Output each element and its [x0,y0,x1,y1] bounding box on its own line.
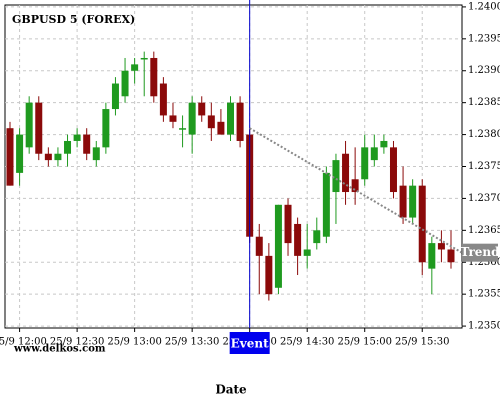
candle-body [169,115,177,122]
x-tick-label: 25/9 13:00 [107,337,161,348]
event-label: Event [231,337,269,351]
candle-body [447,249,455,263]
candle-body [322,172,330,237]
event-box [229,332,270,354]
candle-body [16,134,24,173]
trend-box [462,243,498,262]
candle-body [380,140,388,148]
candle-body [361,147,369,180]
y-tick-label: 1.2350 [468,321,500,332]
candle-body [370,147,378,161]
y-tick-label: 1.2395 [468,33,500,44]
candle-body [92,147,100,161]
candle-body [399,185,407,218]
candle-body [44,153,52,161]
candle-body [227,102,234,135]
y-tick-label: 1.2370 [468,193,500,204]
candle-body [179,128,187,130]
y-tick-label: 1.2390 [468,65,500,76]
x-tick-label: 25/9 15:30 [395,337,449,348]
x-tick-label: 25/9 15:00 [337,337,391,348]
candle-body [188,102,196,135]
x-tick-label: 25/9 12:00 [0,337,47,348]
x-tick-label: 25/9 12:30 [50,337,104,348]
candle-body [140,57,148,60]
candle-body [313,230,321,244]
y-tick-label: 1.2355 [468,289,500,300]
candle-body [303,249,311,256]
candle-body [121,70,129,97]
candle-body [389,147,397,193]
watermark: www.delkos.com [13,344,106,355]
x-tick-label: 25/9 13:30 [165,337,219,348]
candle-body [54,153,62,161]
candle-body [131,64,139,71]
y-tick-label: 1.2365 [468,225,500,236]
candle-body [342,153,350,193]
candle-body [64,140,72,154]
trend-line [249,127,463,254]
y-tick-label: 1.2385 [468,97,500,108]
trend-label: Trend [460,245,500,259]
x-tick-label: 25/9 14:30 [280,337,334,348]
candle-body [207,115,215,129]
candle-body [6,128,14,186]
candle-body [294,223,302,256]
candle-body [236,102,244,141]
candle-body [73,134,81,141]
candle-body [159,83,167,116]
candle-body [83,134,91,154]
x-axis-label: Date [215,383,247,397]
candle-body [284,204,292,244]
y-tick-label: 1.2400 [468,1,500,12]
y-tick-label: 1.2375 [468,161,500,172]
candle-body [274,204,282,288]
candle-body [255,236,263,256]
candle-body [418,185,426,263]
candle-body [25,102,33,148]
candle-body [217,121,225,135]
candle-body [332,160,340,193]
candle-body [198,102,206,116]
candle-body [111,83,119,110]
candle-body [150,57,158,97]
y-tick-label: 1.2360 [468,257,500,268]
candle-body [265,255,273,295]
chart-title: GBPUSD 5 (FOREX) [12,13,135,26]
candle-body [437,243,445,250]
candle-body [35,102,43,154]
candle-body [409,185,417,218]
candle-body [428,243,436,269]
y-tick-label: 1.2380 [468,129,500,140]
candle-body [102,109,110,148]
candle-body [351,179,359,193]
